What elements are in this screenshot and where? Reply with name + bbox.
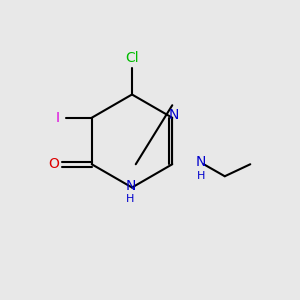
Text: Cl: Cl [125,52,139,65]
Text: I: I [55,111,59,125]
Text: H: H [196,171,205,181]
Text: N: N [169,108,179,122]
Text: H: H [126,194,135,204]
Text: O: O [48,157,59,171]
Text: N: N [125,179,136,193]
Text: N: N [196,155,206,169]
